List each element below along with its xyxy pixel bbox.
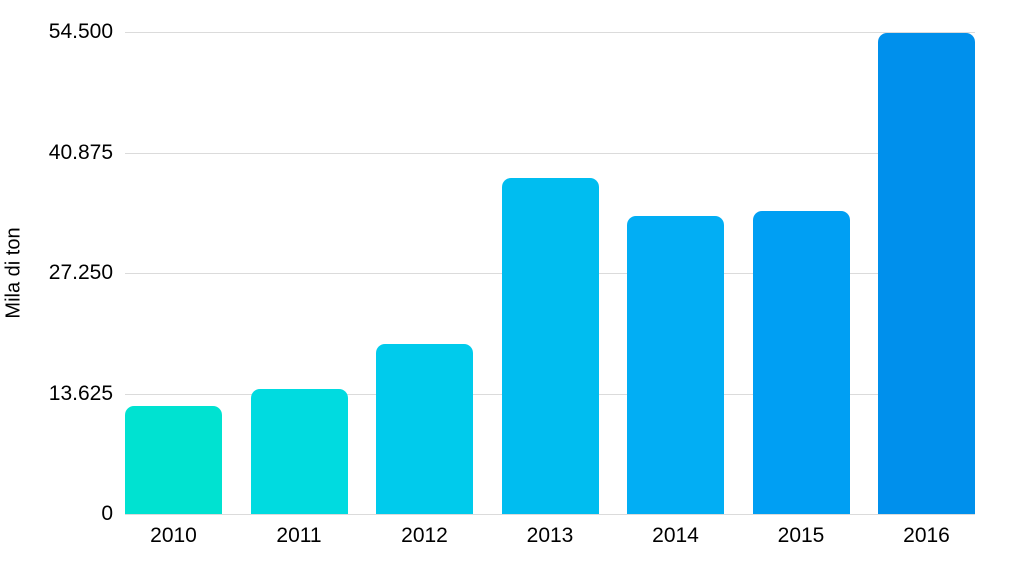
x-axis-label: 2013 xyxy=(526,524,574,547)
y-tick-label: 13.625 xyxy=(48,381,113,405)
bar-2013 xyxy=(501,177,599,514)
x-axis-label: 2015 xyxy=(777,524,825,547)
bar-series xyxy=(125,32,975,514)
y-tick-label: 0 xyxy=(101,502,113,525)
bar-2010 xyxy=(125,406,222,514)
x-axis-label: 2012 xyxy=(401,524,448,547)
x-axis-label: 2016 xyxy=(903,524,950,547)
bar-2011 xyxy=(250,389,348,514)
gridline xyxy=(125,514,975,515)
y-axis-tick-labels: 54.500 40.875 27.250 13.625 0 xyxy=(0,20,113,525)
y-tick-label: 40.875 xyxy=(48,140,113,164)
x-axis-label: 2014 xyxy=(652,524,699,547)
x-axis-label: 2010 xyxy=(150,524,197,547)
y-tick-label: 54.500 xyxy=(48,20,113,43)
gridline xyxy=(125,32,975,33)
x-axis-labels: 2010 2011 2012 2013 2014 2015 2016 xyxy=(125,524,975,548)
bar-2014 xyxy=(627,215,724,514)
plot-area xyxy=(125,32,975,515)
bar-2015 xyxy=(752,210,850,514)
bar-2012 xyxy=(376,344,473,514)
x-axis-label: 2011 xyxy=(276,524,322,547)
gridline xyxy=(125,152,975,154)
y-tick-label: 27.250 xyxy=(48,261,113,284)
bar-2016 xyxy=(878,32,975,514)
